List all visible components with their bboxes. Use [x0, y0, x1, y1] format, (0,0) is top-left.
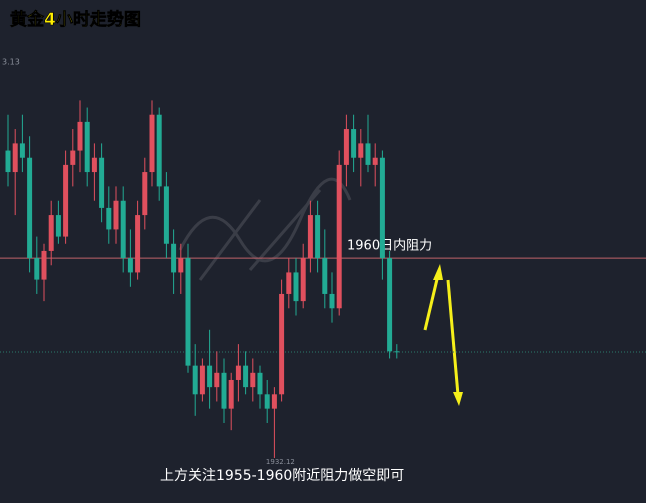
chart-title: 黄金4小时走势图: [10, 9, 141, 30]
candle-body: [5, 150, 11, 173]
candle-body: [235, 365, 241, 380]
candle-body: [156, 114, 162, 187]
candle-body: [27, 157, 33, 259]
candle-body: [171, 243, 177, 273]
candle-body: [286, 272, 292, 294]
candle-body: [178, 258, 184, 273]
candle-body: [322, 258, 328, 294]
candle-body: [336, 164, 342, 309]
candle-body: [358, 143, 364, 158]
candle-body: [264, 394, 270, 409]
candle-body: [279, 293, 285, 395]
price-label: 3.13: [2, 58, 20, 67]
arrows: [423, 264, 463, 406]
candle-body: [329, 293, 335, 309]
candle-body: [142, 172, 148, 216]
candle-body: [84, 121, 90, 173]
candle-body: [163, 186, 169, 244]
candle-body: [243, 365, 249, 388]
candle-body: [185, 258, 191, 366]
candle-body: [127, 258, 133, 273]
candle-body: [192, 365, 198, 395]
candle-body: [70, 150, 76, 165]
candle-body: [387, 258, 393, 352]
candle-body: [199, 365, 205, 395]
candle-body: [12, 143, 18, 173]
candle-body: [207, 365, 213, 388]
candle-body: [221, 372, 227, 409]
candle-body: [271, 394, 277, 409]
candle-body: [149, 114, 155, 173]
candle-body: [228, 379, 234, 409]
low-label: 1932.12: [266, 458, 295, 466]
candle-body: [343, 129, 349, 165]
candle-body: [257, 372, 263, 395]
candle-body: [41, 250, 47, 280]
candle-body: [113, 200, 119, 230]
candle-body: [91, 157, 97, 173]
candle-body: [300, 258, 306, 302]
candle-body: [307, 215, 313, 259]
candle-body: [19, 143, 25, 158]
resistance-label: 1960日内阻力: [347, 238, 432, 254]
candle-body: [351, 129, 357, 158]
candle-body: [250, 372, 256, 388]
candle-body: [372, 157, 378, 165]
candle-body: [214, 372, 220, 388]
candle-body: [34, 258, 40, 280]
candle-body: [394, 351, 400, 353]
candle-body: [77, 121, 83, 151]
candle-body: [99, 157, 105, 208]
candle-body: [379, 157, 385, 259]
candle-body: [106, 207, 112, 230]
candle-body: [55, 215, 61, 237]
candle-body: [135, 215, 141, 273]
note: 上方关注1955-1960附近阻力做空即可: [160, 468, 404, 484]
candle-body: [120, 200, 126, 259]
candle-body: [48, 215, 54, 251]
watermark: [178, 177, 352, 281]
candle-body: [63, 164, 69, 237]
candle-body: [315, 215, 321, 259]
candle-body: [293, 272, 299, 302]
candle-body: [365, 143, 371, 165]
